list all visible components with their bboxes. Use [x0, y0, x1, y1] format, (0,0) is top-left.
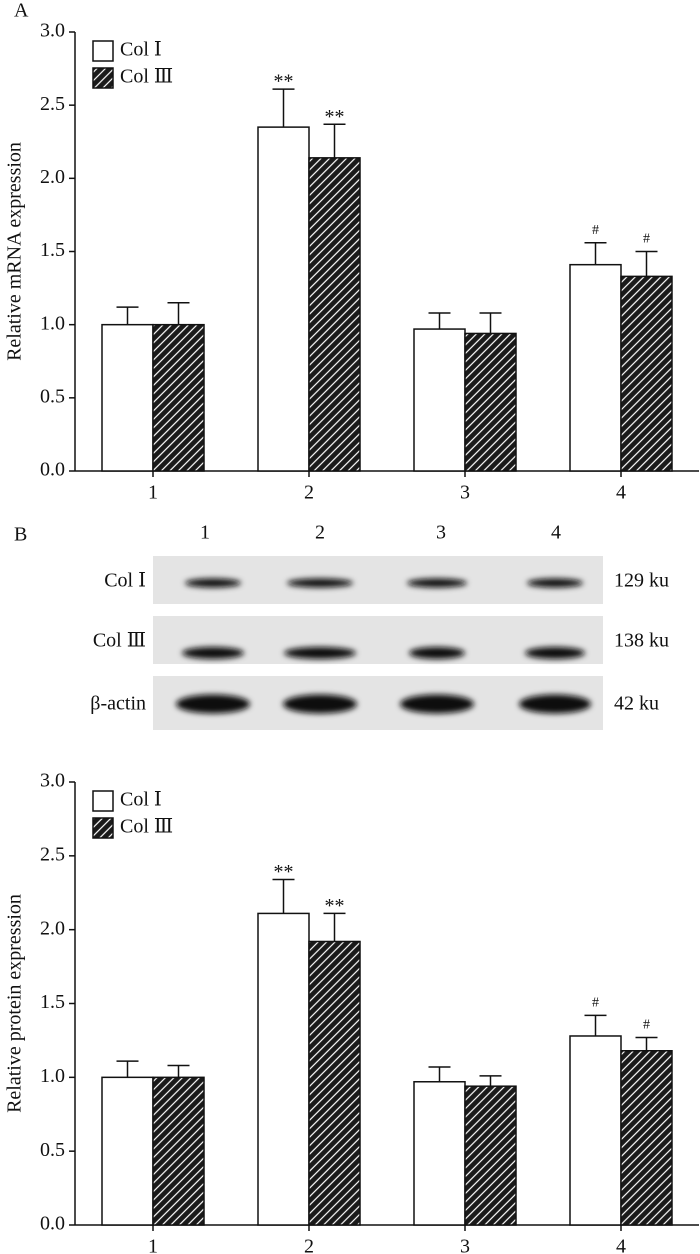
legend-swatch	[92, 790, 114, 812]
bar	[464, 332, 517, 472]
bar	[620, 1050, 673, 1226]
x-tick-label: 4	[616, 1236, 626, 1254]
blot-band	[185, 578, 241, 588]
significance-mark: #	[643, 232, 650, 247]
panel-label: B	[14, 524, 27, 546]
y-axis-label: Relative protein expression	[4, 894, 26, 1113]
blot-band	[284, 647, 356, 659]
x-tick-label: 1	[148, 482, 158, 504]
bar	[257, 912, 310, 1226]
band-size: 129 ku	[614, 570, 669, 592]
significance-mark: #	[592, 996, 599, 1011]
blot-band	[400, 694, 474, 714]
legend-label: Col Ⅲ	[120, 66, 173, 88]
lane-label: 1	[200, 522, 210, 544]
blot-band	[409, 647, 465, 659]
blot-band	[287, 578, 353, 588]
bar	[413, 328, 466, 472]
y-tick-label: 1.0	[40, 312, 65, 334]
protein-label: β-actin	[90, 693, 146, 715]
bar	[569, 1035, 622, 1226]
y-tick-label: 2.5	[40, 93, 65, 115]
y-tick-label: 2.0	[40, 166, 65, 188]
x-tick-label: 3	[460, 1236, 470, 1254]
significance-mark: **	[325, 895, 345, 917]
y-tick-label: 0.0	[40, 1213, 65, 1235]
bar	[413, 1081, 466, 1226]
legend-label: Col Ⅰ	[120, 39, 162, 61]
panel-label: A	[14, 0, 29, 22]
significance-mark: **	[274, 861, 294, 883]
bar	[308, 157, 361, 472]
blot-band	[525, 647, 585, 659]
blot-band	[283, 694, 357, 714]
legend-swatch	[92, 40, 114, 62]
bar	[308, 940, 361, 1226]
protein-label: Col Ⅲ	[93, 630, 146, 652]
y-tick-label: 1.5	[40, 991, 65, 1013]
bar	[257, 126, 310, 472]
significance-mark: **	[325, 106, 345, 128]
y-tick-label: 1.0	[40, 1065, 65, 1087]
bar	[569, 263, 622, 472]
y-tick-label: 2.0	[40, 917, 65, 939]
bar	[152, 1076, 205, 1226]
band-size: 138 ku	[614, 630, 669, 652]
bar	[101, 323, 154, 472]
y-tick-label: 1.5	[40, 239, 65, 261]
x-tick-label: 3	[460, 482, 470, 504]
lane-label: 4	[551, 522, 561, 544]
blot-band	[182, 647, 244, 659]
x-tick-label: 2	[304, 482, 314, 504]
legend-label: Col Ⅰ	[120, 789, 162, 811]
y-tick-label: 0.0	[40, 459, 65, 481]
significance-mark: **	[274, 71, 294, 93]
x-tick-label: 1	[148, 1236, 158, 1254]
bar	[464, 1085, 517, 1226]
band-size: 42 ku	[614, 693, 659, 715]
x-tick-label: 2	[304, 1236, 314, 1254]
y-tick-label: 3.0	[40, 20, 65, 42]
blot-band	[519, 694, 591, 714]
significance-mark: #	[592, 223, 599, 238]
x-tick-label: 4	[616, 482, 626, 504]
legend-label: Col Ⅲ	[120, 816, 173, 838]
y-tick-label: 0.5	[40, 385, 65, 407]
blot-band	[407, 578, 467, 588]
blot-band	[176, 694, 250, 714]
western-blot: 1 2 3 4 Col Ⅰ 129 ku Col Ⅲ 138 ku β-actin 42 ku	[90, 522, 669, 730]
y-tick-label: 0.5	[40, 1139, 65, 1161]
significance-mark: #	[643, 1018, 650, 1033]
bar	[152, 323, 205, 472]
lane-label: 3	[436, 522, 446, 544]
legend-swatch	[92, 817, 114, 839]
protein-label: Col Ⅰ	[104, 570, 146, 592]
y-axis-label: Relative mRNA expression	[4, 142, 26, 361]
y-tick-label: 3.0	[40, 770, 65, 792]
legend-swatch	[92, 67, 114, 89]
bar	[101, 1076, 154, 1226]
lane-label: 2	[315, 522, 325, 544]
y-tick-label: 2.5	[40, 843, 65, 865]
blot-band	[527, 578, 583, 588]
bar	[620, 275, 673, 472]
